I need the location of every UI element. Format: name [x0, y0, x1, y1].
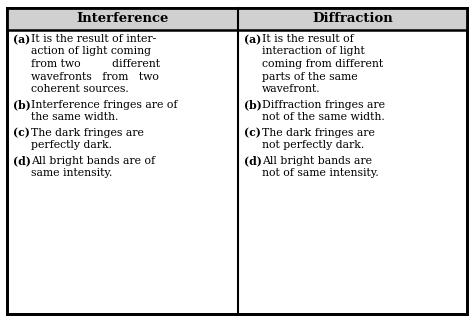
Text: from two         different: from two different	[31, 59, 160, 69]
Text: (a): (a)	[13, 34, 30, 45]
Text: interaction of light: interaction of light	[262, 47, 365, 56]
Text: (d): (d)	[244, 155, 262, 167]
Text: same intensity.: same intensity.	[31, 168, 112, 178]
Text: (d): (d)	[13, 155, 31, 167]
Text: coherent sources.: coherent sources.	[31, 84, 129, 94]
Text: Interference: Interference	[76, 13, 169, 25]
Text: wavefront.: wavefront.	[262, 84, 320, 94]
Bar	[238, 8, 467, 30]
Text: the same width.: the same width.	[31, 112, 118, 122]
Text: wavefronts   from   two: wavefronts from two	[31, 72, 159, 82]
Text: not of same intensity.: not of same intensity.	[262, 168, 379, 178]
Text: parts of the same: parts of the same	[262, 72, 357, 82]
Text: Interference fringes are of: Interference fringes are of	[31, 100, 177, 109]
Text: action of light coming: action of light coming	[31, 47, 151, 56]
Text: (c): (c)	[244, 127, 261, 138]
Text: (b): (b)	[244, 100, 262, 110]
Text: The dark fringes are: The dark fringes are	[31, 127, 144, 137]
Text: All bright bands are of: All bright bands are of	[31, 155, 155, 166]
Text: It is the result of inter-: It is the result of inter-	[31, 34, 156, 44]
Text: (c): (c)	[13, 127, 30, 138]
Text: perfectly dark.: perfectly dark.	[31, 140, 112, 150]
Text: It is the result of: It is the result of	[262, 34, 354, 44]
Text: (a): (a)	[244, 34, 261, 45]
Text: not of the same width.: not of the same width.	[262, 112, 385, 122]
Text: coming from different: coming from different	[262, 59, 383, 69]
Text: All bright bands are: All bright bands are	[262, 155, 372, 166]
Text: Diffraction: Diffraction	[312, 13, 393, 25]
Text: not perfectly dark.: not perfectly dark.	[262, 140, 364, 150]
Bar	[7, 8, 238, 30]
Text: Diffraction fringes are: Diffraction fringes are	[262, 100, 385, 109]
Text: The dark fringes are: The dark fringes are	[262, 127, 375, 137]
Text: (b): (b)	[13, 100, 31, 110]
